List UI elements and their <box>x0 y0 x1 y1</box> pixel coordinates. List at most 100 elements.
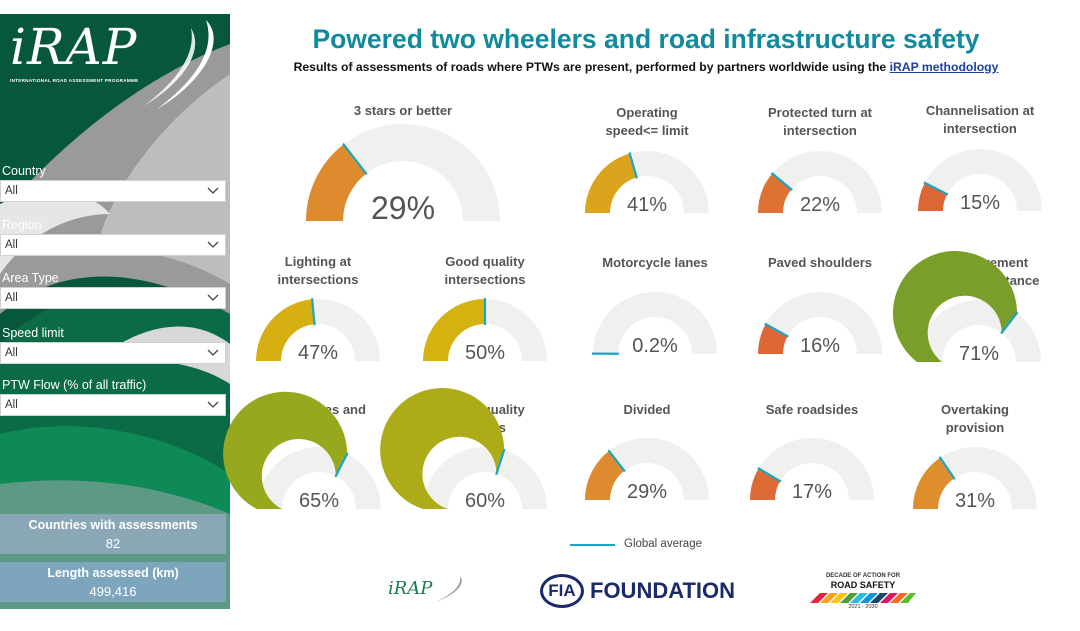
select-value: All <box>5 399 18 411</box>
gauge-title-line: speed<= limit <box>605 123 689 138</box>
chevron-down-icon <box>207 349 219 356</box>
filter-label: Speed limit <box>2 326 64 340</box>
logo-text: iRAP <box>10 18 138 76</box>
gauge-title: Protected turn at intersection <box>740 104 900 140</box>
footer-irap-text: iRAP <box>388 578 433 599</box>
global-average-marker <box>764 322 789 338</box>
gauge-value: 29% <box>627 481 667 503</box>
stat-value: 82 <box>105 536 121 551</box>
global-average-marker <box>770 171 793 191</box>
global-average-marker <box>310 298 316 326</box>
gauge-chart: 22% <box>758 150 882 216</box>
gauge-fill <box>893 251 1018 362</box>
region-select[interactable]: All <box>0 234 226 256</box>
gauge-track <box>750 437 874 500</box>
ptw-flow-select[interactable]: All <box>0 394 226 416</box>
global-average-marker <box>628 152 639 179</box>
footer-irap-logo: iRAP <box>388 576 462 602</box>
filter-speed-limit: Speed limit All <box>0 324 226 364</box>
gauge-fill <box>913 457 955 509</box>
chevron-down-icon <box>207 241 219 248</box>
gauge-fill <box>223 391 348 509</box>
area-type-select[interactable]: All <box>0 287 226 309</box>
gauge-fill <box>306 144 367 221</box>
logo-subtitle: INTERNATIONAL ROAD ASSESSMENT PROGRAMME <box>10 78 139 83</box>
subtitle-text: Results of assessments of roads where PT… <box>293 60 890 74</box>
global-average-marker <box>1000 311 1019 335</box>
gauge-title-line: intersection <box>783 123 857 138</box>
global-average-marker <box>495 448 506 476</box>
decade-color-bars-icon <box>810 593 916 603</box>
gauge-title-line: intersections <box>444 272 526 287</box>
gauge-chart: 15% <box>918 148 1042 214</box>
gauge-fill <box>256 299 315 361</box>
gauge-value: 17% <box>792 481 832 503</box>
gauge-title-line: Overtaking <box>941 402 1009 417</box>
global-average-marker <box>923 181 949 196</box>
sidebar: iRAP INTERNATIONAL ROAD ASSESSMENT PROGR… <box>0 14 230 609</box>
filter-country: Country All <box>0 162 226 202</box>
global-average-marker <box>334 452 349 478</box>
gauge-title-line: Paved shoulders <box>767 255 873 270</box>
filter-ptw-flow: PTW Flow (% of all traffic) All <box>0 376 226 416</box>
gauge-value: 29% <box>371 190 435 226</box>
gauge-fill <box>750 468 781 500</box>
gauge-title: 3 stars or better <box>323 102 483 120</box>
fia-badge: FIA <box>540 574 584 608</box>
logo-swoosh-icon <box>144 20 214 110</box>
gauge-title-line: Protected turn at <box>767 105 872 120</box>
irap-methodology-link[interactable]: iRAP methodology <box>889 60 999 74</box>
gauge-chart: 50% <box>423 298 547 364</box>
filter-region: Region All <box>0 216 226 256</box>
gauge-value: 65% <box>299 490 339 512</box>
page-subtitle: Results of assessments of roads where PT… <box>246 60 1046 74</box>
gauge-title-line: Channelisation at <box>925 103 1035 118</box>
global-average-marker <box>607 449 626 473</box>
country-select[interactable]: All <box>0 180 226 202</box>
gauge-chart: 60% <box>380 388 547 512</box>
gauge-title: Good quality intersections <box>405 253 565 289</box>
gauge-value: 50% <box>465 342 505 364</box>
gauge-chart: 16% <box>758 291 882 357</box>
decade-main-text: ROAD SAFETY <box>830 580 896 590</box>
global-average-marker <box>757 466 782 483</box>
gauge-title: Operating speed<= limit <box>567 104 727 140</box>
gauge-title: Overtaking provision <box>895 401 1055 437</box>
gauge-fill <box>585 153 637 213</box>
stat-card-countries: Countries with assessments 82 <box>0 514 226 554</box>
gauge-chart: 29% <box>306 124 500 226</box>
gauge-value: 16% <box>800 335 840 357</box>
gauge-value: 60% <box>465 490 505 512</box>
decade-of-action-logo: DECADE OF ACTION FOR ROAD SAFETY 2021 - … <box>808 573 918 613</box>
fia-text: FOUNDATION <box>590 578 736 603</box>
filter-label: PTW Flow (% of all traffic) <box>2 378 147 392</box>
swoosh-icon <box>436 576 462 602</box>
gauge-value: 47% <box>298 342 338 364</box>
gauge-track <box>918 148 1042 211</box>
stat-label: Countries with assessments <box>28 518 198 532</box>
gauge-title-line: 3 stars or better <box>353 103 453 118</box>
speed-limit-select[interactable]: All <box>0 342 226 364</box>
decade-years: 2021 - 2030 <box>848 604 878 610</box>
gauge-title-line: Motorcycle lanes <box>602 255 708 270</box>
gauge-title-line: Operating <box>616 105 678 120</box>
gauge-fill <box>918 182 948 211</box>
gauge-title: Motorcycle lanes <box>575 254 735 272</box>
gauge-value: 22% <box>800 194 840 216</box>
gauge-chart: 47% <box>256 298 380 364</box>
gauge-track <box>423 446 547 509</box>
filter-label: Country <box>2 164 46 178</box>
irap-logo: iRAP INTERNATIONAL ROAD ASSESSMENT PROGR… <box>6 18 226 118</box>
gauge-chart: 0.2% <box>591 291 717 357</box>
gauge-value: 15% <box>960 192 1000 214</box>
gauge-track <box>257 446 381 509</box>
gauge-title: Paved shoulders <box>740 254 900 272</box>
filter-label: Region <box>2 218 42 232</box>
gauge-title: Lighting at intersections <box>238 253 398 289</box>
select-value: All <box>5 292 18 304</box>
filter-area-type: Area Type All <box>0 269 226 309</box>
gauge-fill <box>423 299 485 361</box>
gauge-track <box>758 291 882 354</box>
chevron-down-icon <box>207 401 219 408</box>
gauge-value: 31% <box>955 490 995 512</box>
